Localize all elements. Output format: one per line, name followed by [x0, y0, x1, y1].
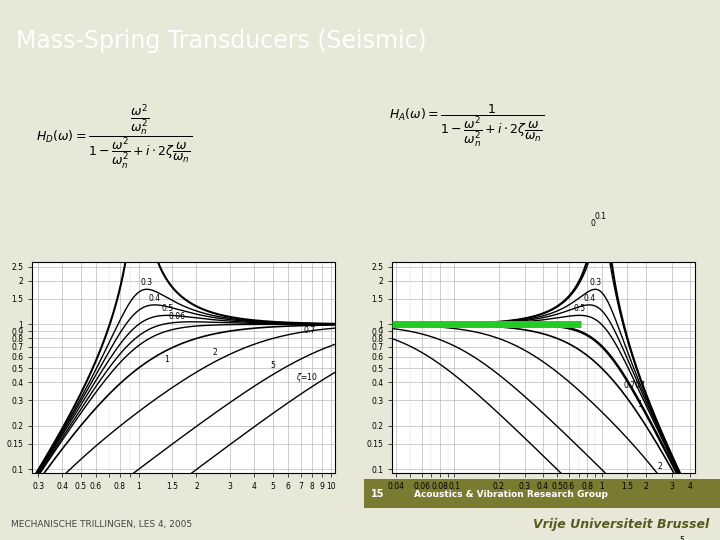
- Text: 15: 15: [371, 489, 384, 499]
- Text: 0.06: 0.06: [168, 312, 186, 321]
- Text: 0.707: 0.707: [623, 381, 645, 390]
- Text: $H_D(\omega) = \dfrac{\dfrac{\omega^2}{\omega_n^2}}{1-\dfrac{\omega^2}{\omega_n^: $H_D(\omega) = \dfrac{\dfrac{\omega^2}{\…: [36, 102, 192, 171]
- Text: 0.3: 0.3: [589, 279, 601, 287]
- Bar: [364, 479, 720, 508]
- Text: Acoustics & Vibration Research Group: Acoustics & Vibration Research Group: [414, 490, 608, 498]
- Text: MECHANISCHE TRILLINGEN, LES 4, 2005: MECHANISCHE TRILLINGEN, LES 4, 2005: [11, 520, 192, 529]
- Text: 0.5: 0.5: [573, 305, 585, 314]
- Text: 2: 2: [657, 462, 662, 471]
- Text: $H_A(\omega) = \dfrac{1}{1-\dfrac{\omega^2}{\omega_n^2}+i\cdot 2\zeta\dfrac{\ome: $H_A(\omega) = \dfrac{1}{1-\dfrac{\omega…: [389, 102, 544, 149]
- Text: 0.1: 0.1: [595, 212, 607, 221]
- Text: 1: 1: [636, 400, 642, 409]
- Text: 0: 0: [591, 219, 596, 228]
- Text: 0.5: 0.5: [161, 305, 174, 314]
- Text: 5: 5: [680, 536, 684, 540]
- Text: 5: 5: [270, 361, 275, 370]
- Text: Vrije Universiteit Brussel: Vrije Universiteit Brussel: [533, 518, 709, 531]
- Text: 0.3: 0.3: [140, 279, 153, 287]
- Text: Mass-Spring Transducers (Seismic): Mass-Spring Transducers (Seismic): [16, 29, 426, 53]
- Text: 2: 2: [212, 348, 217, 357]
- Text: 0.4: 0.4: [148, 294, 161, 303]
- Text: 0.4: 0.4: [583, 294, 595, 303]
- Text: 0.7: 0.7: [303, 326, 315, 335]
- Text: 1: 1: [164, 355, 169, 364]
- Text: $\zeta$=10: $\zeta$=10: [296, 371, 318, 384]
